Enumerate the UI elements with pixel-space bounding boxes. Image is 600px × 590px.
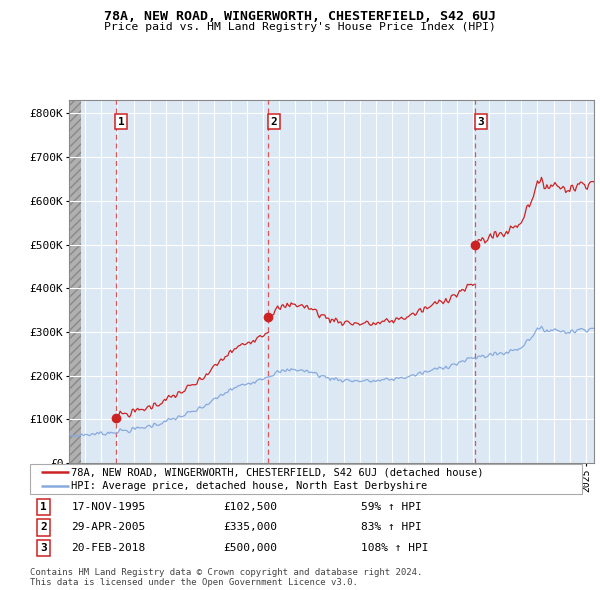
Text: 3: 3 (40, 543, 47, 553)
Text: 1: 1 (40, 502, 47, 512)
Text: £335,000: £335,000 (223, 523, 277, 533)
Text: 2: 2 (271, 117, 277, 127)
Text: 29-APR-2005: 29-APR-2005 (71, 523, 146, 533)
Text: Contains HM Land Registry data © Crown copyright and database right 2024.
This d: Contains HM Land Registry data © Crown c… (30, 568, 422, 587)
Text: 78A, NEW ROAD, WINGERWORTH, CHESTERFIELD, S42 6UJ: 78A, NEW ROAD, WINGERWORTH, CHESTERFIELD… (104, 10, 496, 23)
Bar (69, 100, 81, 463)
Text: 1: 1 (118, 117, 125, 127)
Text: HPI: Average price, detached house, North East Derbyshire: HPI: Average price, detached house, Nort… (71, 481, 428, 491)
Text: 108% ↑ HPI: 108% ↑ HPI (361, 543, 428, 553)
Text: £102,500: £102,500 (223, 502, 277, 512)
Text: 17-NOV-1995: 17-NOV-1995 (71, 502, 146, 512)
Text: 59% ↑ HPI: 59% ↑ HPI (361, 502, 422, 512)
Text: 2: 2 (40, 523, 47, 533)
Text: Price paid vs. HM Land Registry's House Price Index (HPI): Price paid vs. HM Land Registry's House … (104, 22, 496, 32)
Text: 78A, NEW ROAD, WINGERWORTH, CHESTERFIELD, S42 6UJ (detached house): 78A, NEW ROAD, WINGERWORTH, CHESTERFIELD… (71, 467, 484, 477)
Text: 20-FEB-2018: 20-FEB-2018 (71, 543, 146, 553)
FancyBboxPatch shape (30, 464, 582, 494)
Text: £500,000: £500,000 (223, 543, 277, 553)
Text: 83% ↑ HPI: 83% ↑ HPI (361, 523, 422, 533)
Text: 3: 3 (478, 117, 484, 127)
